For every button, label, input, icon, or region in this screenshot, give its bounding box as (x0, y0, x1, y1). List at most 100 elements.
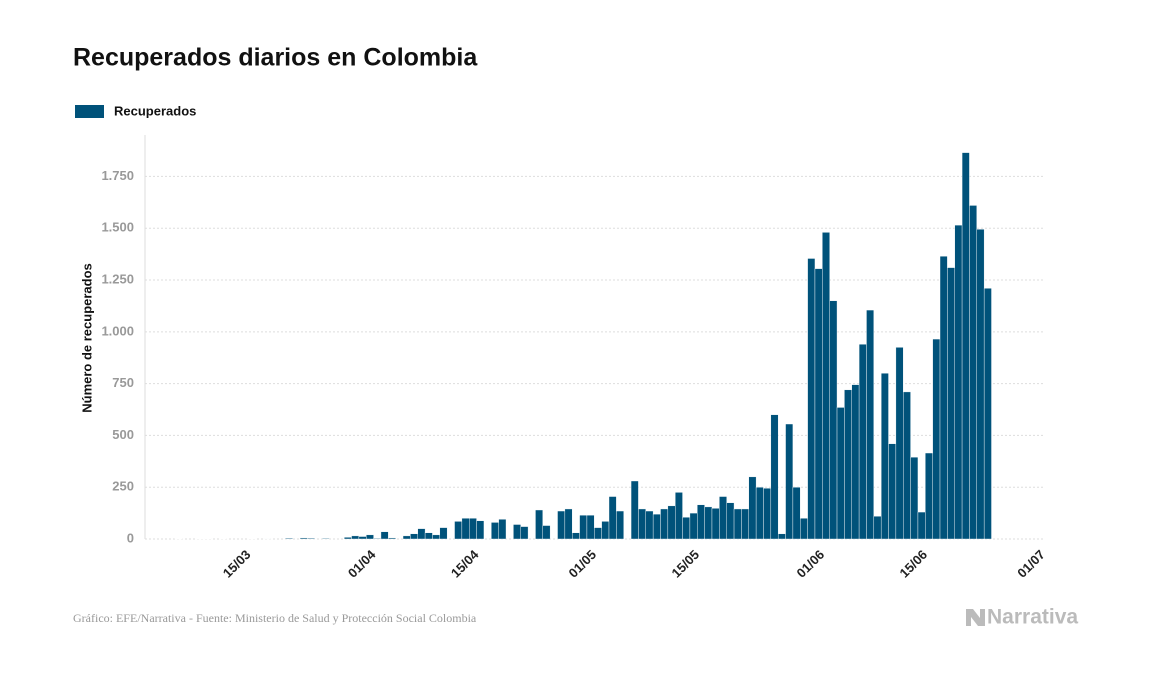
y-axis-label: Número de recuperados (79, 263, 94, 413)
bar (601, 521, 610, 540)
bar (741, 508, 749, 540)
bar (954, 224, 963, 540)
bar (858, 344, 867, 540)
bar (660, 508, 669, 540)
bar (785, 423, 794, 540)
bar (572, 532, 580, 540)
bar (675, 492, 683, 540)
bar (733, 508, 742, 540)
x-tick-label: 01/04 (345, 546, 379, 580)
bar (697, 504, 705, 540)
source-note: Gráfico: EFE/Narrativa - Fuente: Ministe… (73, 611, 477, 625)
bar (910, 456, 919, 540)
bar (564, 508, 573, 540)
bar (689, 512, 698, 540)
legend-label: Recuperados (114, 103, 196, 118)
bar (880, 373, 889, 540)
x-tick-label: 01/05 (566, 547, 600, 581)
bar (321, 538, 330, 540)
bar (630, 480, 639, 540)
x-tick-label: 15/06 (897, 547, 931, 581)
bar (851, 384, 860, 540)
bar (800, 518, 808, 540)
bar (645, 510, 654, 540)
bar (711, 508, 720, 540)
y-tick-label: 1.000 (101, 323, 134, 338)
y-tick-label: 750 (112, 375, 134, 390)
bar (285, 537, 293, 540)
bar (947, 267, 955, 540)
bar (417, 528, 426, 540)
legend-swatch (75, 105, 104, 118)
bar (373, 538, 382, 540)
bar (983, 288, 992, 540)
bar (513, 524, 521, 540)
y-tick-label: 500 (112, 427, 134, 442)
bar (608, 496, 617, 540)
bar (520, 526, 529, 540)
bar (498, 519, 507, 540)
x-tick-label: 15/05 (669, 547, 703, 581)
bar (586, 514, 595, 540)
bar (557, 510, 566, 540)
bar (388, 537, 396, 540)
y-tick-label: 1.750 (101, 168, 134, 183)
y-tick-label: 0 (127, 530, 134, 545)
bar (969, 205, 977, 540)
bar (307, 537, 315, 540)
bar (439, 527, 448, 540)
bar (873, 516, 882, 540)
bar (366, 534, 374, 540)
bar (616, 510, 624, 540)
logo-icon (966, 609, 985, 626)
bar (829, 300, 838, 540)
bar (925, 452, 933, 540)
bar (469, 518, 477, 540)
bar (476, 520, 485, 540)
x-tick-label: 01/07 (1014, 547, 1048, 581)
x-tick-label: 01/06 (794, 547, 828, 581)
bar (299, 537, 308, 540)
bar (932, 338, 941, 540)
bar (579, 514, 588, 540)
bar (807, 258, 816, 540)
bar (917, 511, 926, 540)
bar (542, 525, 551, 540)
y-tick-label: 1.500 (101, 220, 134, 235)
bar (351, 535, 360, 540)
bar (535, 509, 543, 540)
bar (652, 513, 661, 540)
bar (777, 533, 786, 540)
bar (432, 534, 441, 540)
bar (792, 487, 801, 540)
bar (380, 531, 389, 540)
bar (770, 414, 779, 540)
bar (895, 347, 904, 540)
y-tick-label: 250 (112, 479, 134, 494)
bar (866, 309, 875, 540)
x-tick-label: 15/04 (448, 546, 482, 580)
bar (755, 487, 764, 540)
bar (822, 232, 830, 540)
bar (343, 537, 352, 540)
bar (638, 508, 646, 540)
bar (410, 533, 418, 540)
chart-title: Recuperados diarios en Colombia (73, 44, 478, 72)
bar (358, 536, 367, 540)
bar (976, 229, 985, 540)
bar (461, 518, 470, 540)
bar (402, 535, 411, 540)
bar (719, 496, 727, 540)
bar (961, 152, 970, 540)
bar (836, 407, 845, 540)
bar (704, 506, 713, 540)
bar (667, 505, 676, 540)
bar (682, 517, 691, 540)
y-tick-label: 1.250 (101, 271, 134, 286)
bar (594, 527, 602, 540)
bar (814, 268, 823, 540)
bar (454, 521, 463, 540)
logo-text: Narrativa (987, 606, 1078, 629)
bar (424, 532, 433, 540)
